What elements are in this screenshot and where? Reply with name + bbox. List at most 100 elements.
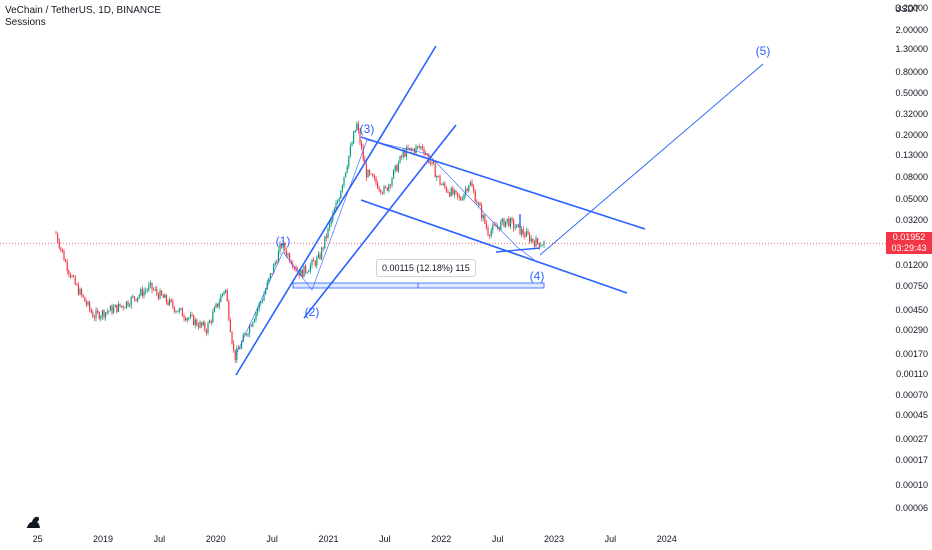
candle-body	[101, 310, 104, 317]
price-tick-label: 0.05000	[895, 194, 928, 205]
wave-label-1: (1)	[275, 234, 291, 248]
price-scale[interactable]: USDT 3.20000 2.00000 1.30000 0.80000 0.50000…	[886, 0, 932, 528]
candle-body	[383, 186, 385, 194]
candle-body	[210, 320, 212, 323]
candle-body	[340, 190, 342, 199]
candle-body	[135, 298, 137, 301]
candle-body	[457, 192, 459, 197]
candle-body	[321, 247, 323, 259]
candle-body	[289, 253, 291, 262]
symbol-title[interactable]: VeChain / TetherUS, 1D, BINANCE	[5, 5, 161, 16]
candle-body	[313, 259, 315, 262]
falling-channel-lower-line[interactable]	[360, 199, 628, 294]
rising-channel-lower-line[interactable]	[303, 124, 457, 319]
candle-body	[426, 153, 428, 156]
candle-body	[154, 289, 156, 290]
candle-body	[473, 186, 475, 192]
candle-body	[362, 147, 364, 160]
candle-body	[199, 322, 201, 328]
wave5-projection-line[interactable]	[539, 63, 764, 256]
candle-body	[148, 285, 150, 290]
candle-body	[189, 314, 192, 318]
candle-body	[207, 323, 209, 333]
price-tick-label: 0.00070	[895, 390, 928, 401]
chart-area[interactable]: VeChain / TetherUS, 1D, BINANCE Sessions…	[0, 0, 886, 528]
candle-body	[333, 208, 336, 214]
candle-body	[149, 282, 152, 286]
candle-body	[346, 166, 348, 173]
candle-body	[356, 123, 358, 131]
candle-body	[522, 229, 524, 235]
rising-channel-upper-line[interactable]	[235, 45, 437, 376]
candle-body	[173, 307, 176, 312]
price-tick-label: 0.00290	[895, 324, 928, 335]
support-segment-line[interactable]	[495, 247, 541, 253]
candle-body	[349, 146, 352, 156]
candle-body	[378, 188, 380, 190]
candle-body	[100, 316, 102, 319]
wave-label-5: (5)	[755, 44, 771, 58]
candle-body	[109, 305, 112, 311]
candle-body	[103, 310, 105, 318]
time-scale[interactable]: 25 2019 Jul 2020 Jul 2021 Jul 2022 Jul 2023 Jul 202…	[0, 528, 886, 550]
candle-body	[503, 218, 505, 227]
candle-body	[372, 173, 374, 177]
candle-body	[106, 311, 108, 313]
current-price-tag: 0.01952 03:29:43	[886, 232, 932, 255]
candle-body	[108, 310, 110, 312]
candle-body	[194, 319, 196, 326]
candle-body	[429, 162, 432, 164]
measure-range-box[interactable]	[292, 282, 545, 289]
candle-body	[461, 199, 464, 201]
candle-body	[375, 177, 377, 184]
candle-body	[420, 146, 422, 148]
candle-body	[441, 184, 443, 186]
price-tick-label: 0.00017	[895, 455, 928, 466]
elliott-wave-path[interactable]	[235, 139, 538, 356]
candle-body	[237, 348, 240, 350]
channel-helper-2[interactable]	[236, 318, 304, 375]
candle-body	[181, 308, 184, 317]
wave-label-3: (3)	[359, 122, 375, 136]
price-tick-label: 1.30000	[895, 44, 928, 55]
candle-body	[229, 320, 232, 333]
candle-body	[180, 308, 182, 310]
candle-body	[445, 187, 448, 192]
candle-body	[423, 148, 425, 154]
candle-body	[285, 250, 288, 256]
time-tick-label: 25	[32, 534, 43, 544]
candle-body	[309, 265, 312, 272]
candle-body	[132, 296, 134, 298]
candle-body	[157, 293, 160, 299]
price-tick-label: 0.00010	[895, 479, 928, 490]
candle-body	[165, 294, 168, 303]
price-chart[interactable]	[0, 0, 886, 528]
candle-body	[425, 153, 427, 155]
falling-channel-upper-line[interactable]	[360, 136, 646, 230]
candle-body	[175, 311, 177, 313]
candle-body	[265, 289, 267, 295]
price-tick-label: 0.20000	[895, 130, 928, 141]
candle-body	[89, 302, 91, 310]
candle-body	[417, 146, 419, 148]
candle-body	[282, 243, 284, 248]
time-tick-label: Jul	[153, 534, 166, 544]
time-tick-label: Jul	[379, 534, 391, 544]
candle-body	[257, 308, 259, 313]
tradingview-logo-icon[interactable]	[22, 508, 48, 528]
candle-body	[501, 218, 504, 222]
candle-body	[399, 156, 401, 163]
candle-body	[93, 317, 96, 319]
candle-body	[458, 196, 460, 198]
time-tick-label: Jul	[604, 534, 617, 544]
candle-body	[183, 316, 185, 319]
candle-body	[263, 294, 265, 301]
channel-helper[interactable]	[236, 125, 455, 375]
price-unit-label: USDT	[895, 4, 920, 14]
sessions-indicator-label[interactable]: Sessions	[5, 17, 46, 28]
candle-body	[351, 143, 353, 147]
candle-body	[218, 302, 220, 307]
wave-label-2: (2)	[304, 305, 320, 319]
candle-body	[377, 183, 379, 189]
candle-body	[117, 303, 120, 312]
